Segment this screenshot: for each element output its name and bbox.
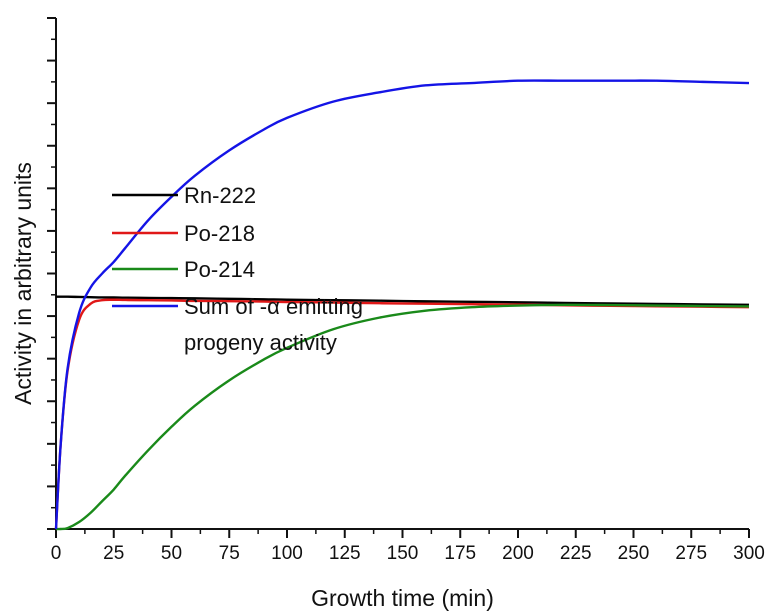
- x-tick-label: 50: [161, 543, 182, 564]
- x-tick-label: 25: [103, 543, 124, 564]
- legend-label: Sum of -α emitting: [184, 294, 363, 319]
- series-line-rn-222: [56, 295, 750, 307]
- x-ticks: 0 25 50 75 100 125 150 175 200 225 250 275 300: [51, 529, 765, 564]
- x-tick-label: 200: [502, 543, 534, 564]
- x-tick-label: 275: [675, 543, 707, 564]
- legend-label: Rn-222: [184, 183, 256, 208]
- legend-label: Po-218: [184, 221, 255, 246]
- plot-area: 0 25 50 75 100 125 150 175 200 225 250 275 300: [47, 17, 765, 564]
- x-tick-label: 175: [444, 543, 476, 564]
- legend: Rn-222 Po-218 Po-214 Sum of -α emitting prog…: [112, 183, 363, 355]
- y-axis-title: Activity in arbitrary units: [10, 162, 36, 405]
- legend-label: progeny activity: [184, 330, 337, 355]
- x-tick-label: 225: [560, 543, 592, 564]
- x-tick-label: 300: [733, 543, 765, 564]
- x-tick-label: 100: [271, 543, 303, 564]
- x-tick-label: 250: [618, 543, 650, 564]
- x-tick-label: 0: [51, 543, 62, 564]
- x-tick-label: 125: [329, 543, 361, 564]
- series-line-po-218: [54, 298, 750, 530]
- series-lines: [54, 79, 750, 531]
- x-axis-title: Growth time (min): [311, 585, 494, 611]
- series-line-sum-of-emitting-progeny-activity: [54, 79, 750, 530]
- y-ticks: [47, 17, 56, 530]
- x-tick-label: 75: [219, 543, 240, 564]
- x-tick-label: 150: [387, 543, 419, 564]
- series-line-po-214: [55, 303, 750, 531]
- legend-label: Po-214: [184, 257, 255, 282]
